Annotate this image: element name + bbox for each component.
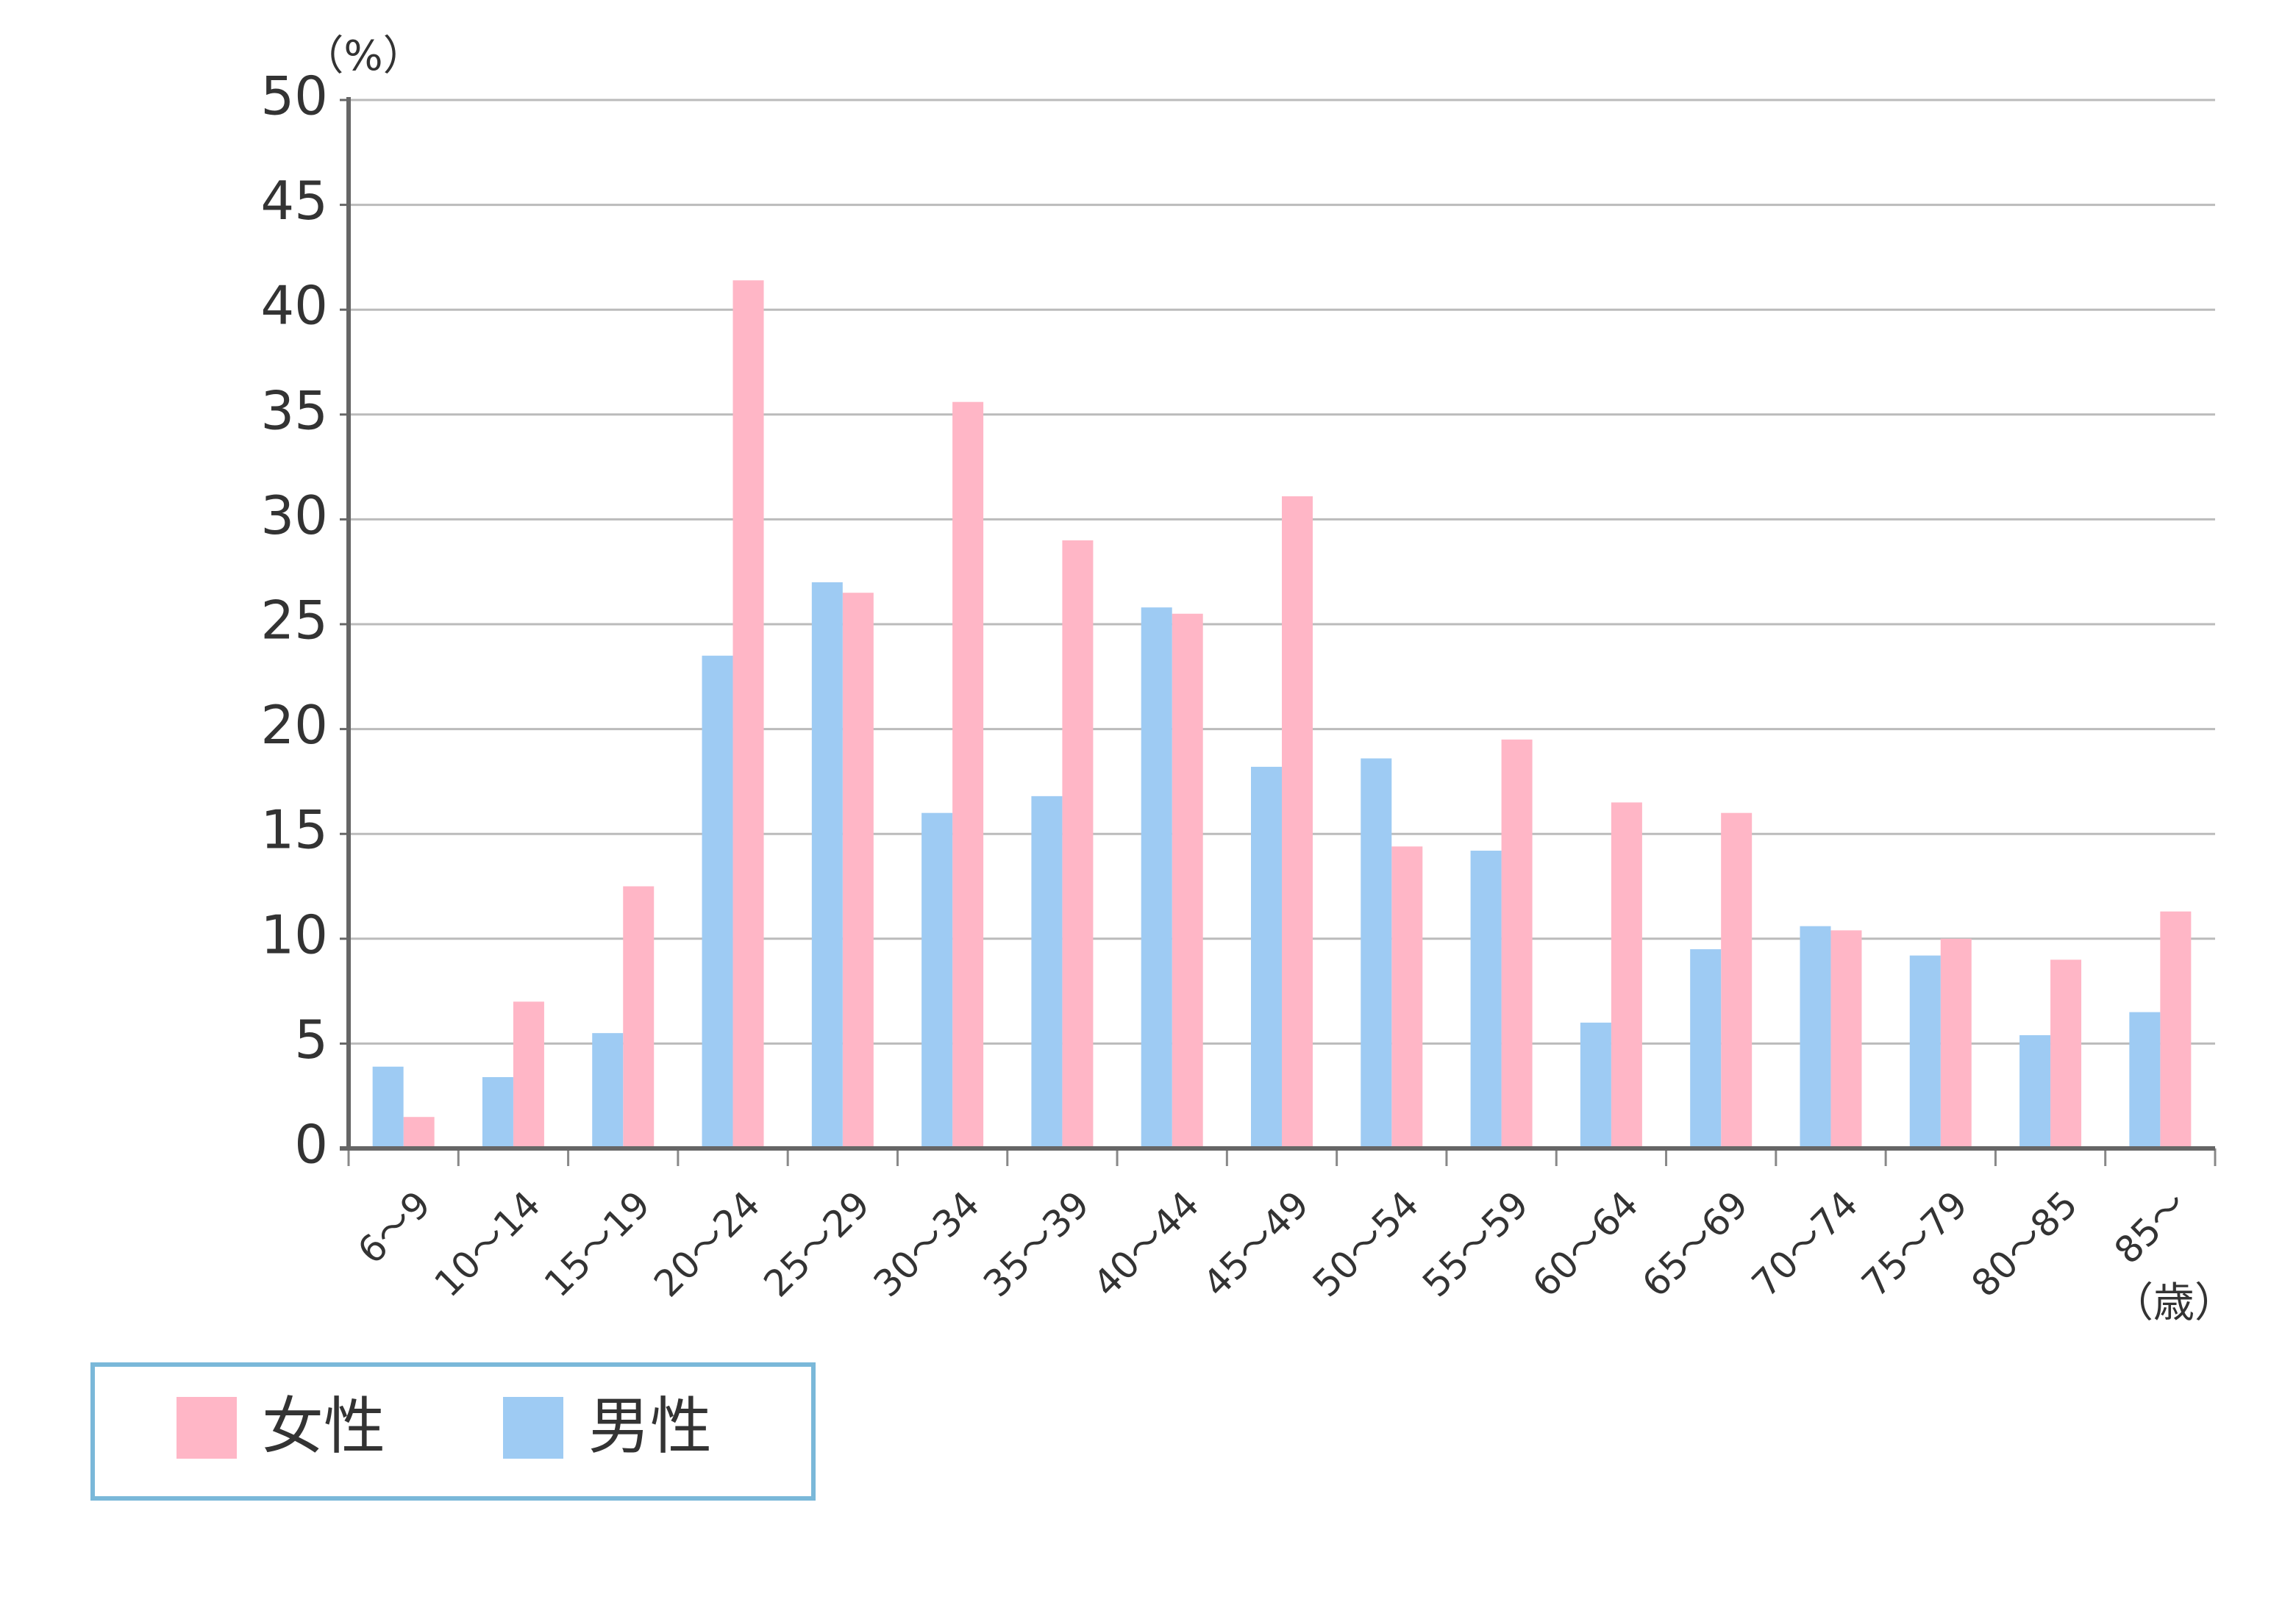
bar xyxy=(2050,959,2082,1148)
y-tick-label: 5 xyxy=(294,1009,328,1070)
bar xyxy=(2019,1034,2051,1148)
y-tick-label: 15 xyxy=(260,799,328,861)
bar xyxy=(403,1117,435,1148)
y-unit-label: （%） xyxy=(302,32,424,80)
x-tick-label: 55～59 xyxy=(1414,1183,1536,1305)
x-tick-label: 60～64 xyxy=(1525,1183,1647,1305)
x-tick-label: 10～14 xyxy=(427,1183,549,1305)
bar xyxy=(1172,613,1203,1148)
x-tick-label: 85～ xyxy=(2106,1183,2195,1272)
legend-label: 女性 xyxy=(262,1390,385,1462)
bar xyxy=(2160,911,2192,1148)
y-tick-label: 30 xyxy=(260,485,328,546)
bar xyxy=(921,812,953,1148)
bar xyxy=(1361,758,1392,1148)
bar xyxy=(1800,926,1831,1148)
legend-swatch xyxy=(177,1397,237,1459)
y-tick-label: 40 xyxy=(260,275,328,337)
x-tick-label: 65～69 xyxy=(1634,1183,1756,1305)
x-tick-label: 35～39 xyxy=(975,1183,1097,1305)
y-tick-label: 35 xyxy=(260,379,328,441)
x-tick-label: 45～49 xyxy=(1195,1183,1317,1305)
bar xyxy=(1580,1022,1611,1148)
bar xyxy=(1501,739,1533,1148)
bar xyxy=(592,1033,624,1148)
bar xyxy=(732,280,764,1149)
bar xyxy=(1141,607,1172,1148)
bar xyxy=(1909,955,1941,1148)
y-tick-label: 20 xyxy=(260,694,328,756)
bar xyxy=(1251,766,1282,1148)
bar xyxy=(842,593,874,1148)
x-unit-label: （歳） xyxy=(2112,1279,2236,1327)
x-tick-label: 50～54 xyxy=(1305,1183,1427,1305)
bar xyxy=(1391,846,1423,1148)
y-tick-label: 50 xyxy=(260,65,328,127)
bar xyxy=(1031,796,1063,1148)
legend-label: 男性 xyxy=(588,1390,712,1462)
bar xyxy=(1830,930,1862,1148)
legend-swatch xyxy=(503,1397,563,1459)
bar xyxy=(623,886,655,1148)
bar xyxy=(1940,938,1972,1148)
x-tick-label: 15～19 xyxy=(536,1183,658,1305)
bar xyxy=(2129,1012,2161,1148)
y-tick-label: 25 xyxy=(260,590,328,651)
bar xyxy=(811,582,843,1148)
bar xyxy=(952,401,984,1148)
bar xyxy=(702,655,733,1148)
bar xyxy=(1062,540,1094,1148)
bar xyxy=(1611,802,1642,1148)
bar xyxy=(1721,812,1753,1148)
x-tick-label: 25～29 xyxy=(756,1183,878,1305)
bar xyxy=(1470,851,1502,1148)
bar xyxy=(513,1001,544,1148)
bar xyxy=(482,1077,513,1148)
bar xyxy=(1282,496,1313,1148)
y-tick-label: 0 xyxy=(294,1114,328,1176)
bar xyxy=(1690,949,1722,1148)
x-tick-label: 6～9 xyxy=(349,1183,438,1272)
y-tick-label: 45 xyxy=(260,170,328,232)
x-tick-label: 40～44 xyxy=(1085,1183,1207,1305)
x-tick-label: 80～85 xyxy=(1964,1183,2086,1305)
x-tick-label: 20～24 xyxy=(646,1183,768,1305)
y-tick-label: 10 xyxy=(260,904,328,965)
x-tick-label: 70～74 xyxy=(1744,1183,1866,1305)
x-tick-label: 75～79 xyxy=(1853,1183,1975,1305)
x-tick-label: 30～34 xyxy=(866,1183,988,1305)
bar xyxy=(372,1066,404,1148)
legend-box xyxy=(90,1362,816,1501)
